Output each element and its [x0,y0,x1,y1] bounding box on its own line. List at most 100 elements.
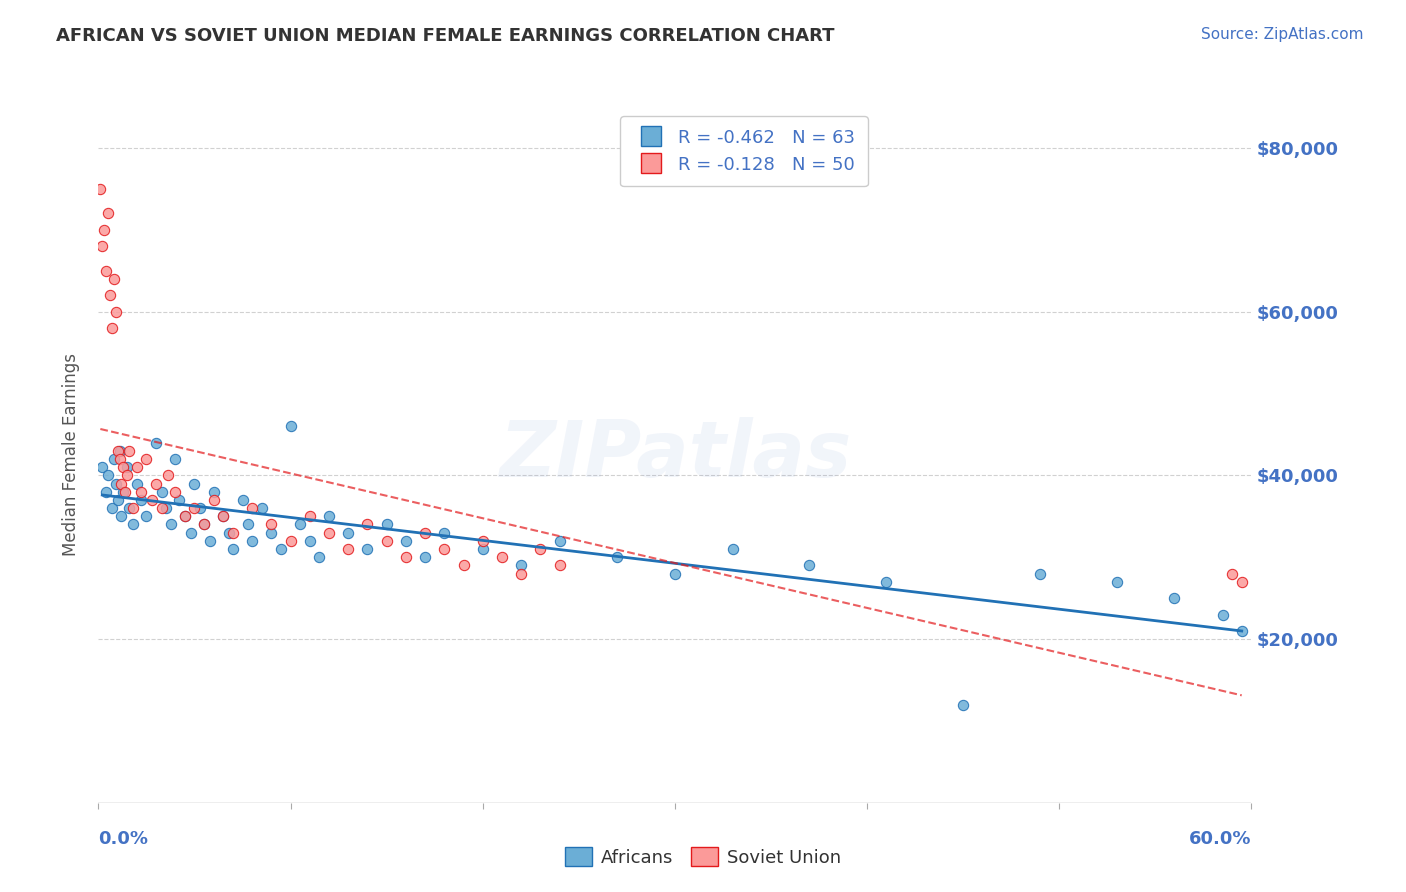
Point [98,288,121,302]
Text: Source: ZipAtlas.com: Source: ZipAtlas.com [1201,27,1364,42]
Point [165,484,187,499]
Point [183,476,205,491]
Point [250,501,273,516]
Point [94,484,117,499]
Point [875,574,897,589]
Point [240,533,263,548]
Point [395,550,418,565]
Point [135,452,157,467]
Point [103,272,125,286]
Text: AFRICAN VS SOVIET UNION MEDIAN FEMALE EARNINGS CORRELATION CHART: AFRICAN VS SOVIET UNION MEDIAN FEMALE EA… [56,27,835,45]
Point [122,501,145,516]
Point [117,468,139,483]
Point [1230,624,1253,638]
Text: 0.0%: 0.0% [98,830,149,847]
Point [141,492,163,507]
Point [413,525,436,540]
Point [337,542,360,557]
Text: ZIPatlas: ZIPatlas [499,417,851,493]
Point [471,533,494,548]
Point [114,484,136,499]
Legend: R = -0.462   N = 63, R = -0.128   N = 50: R = -0.462 N = 63, R = -0.128 N = 50 [620,116,868,186]
Point [471,542,494,557]
Point [101,501,124,516]
Point [298,509,321,524]
Point [298,533,321,548]
Point [104,304,127,318]
Legend: Africans, Soviet Union: Africans, Soviet Union [557,840,849,874]
Point [453,558,475,573]
Point [1230,574,1253,589]
Point [107,492,129,507]
Point [238,517,260,532]
Text: 60.0%: 60.0% [1189,830,1251,847]
Point [167,492,190,507]
Point [202,492,225,507]
Point [108,452,131,467]
Point [103,452,125,467]
Point [260,517,283,532]
Point [280,419,302,434]
Point [308,550,330,565]
Point [150,501,173,516]
Point [125,476,148,491]
Point [91,460,114,475]
Point [664,566,686,581]
Point [117,460,139,475]
Point [174,509,197,524]
Point [510,558,533,573]
Point [198,533,221,548]
Point [101,321,124,335]
Point [104,476,127,491]
Point [93,223,115,237]
Point [129,484,152,499]
Point [94,264,117,278]
Point [160,517,183,532]
Point [118,501,141,516]
Point [799,558,821,573]
Point [125,460,148,475]
Point [375,517,398,532]
Point [280,533,302,548]
Point [129,492,152,507]
Point [202,484,225,499]
Point [413,550,436,565]
Point [1105,574,1128,589]
Point [318,525,340,540]
Y-axis label: Median Female Earnings: Median Female Earnings [62,353,80,557]
Point [606,550,628,565]
Point [356,517,378,532]
Point [110,509,132,524]
Point [952,698,974,712]
Point [337,525,360,540]
Point [721,542,744,557]
Point [165,452,187,467]
Point [108,443,131,458]
Point [89,182,111,196]
Point [395,533,418,548]
Point [356,542,378,557]
Point [510,566,533,581]
Point [150,484,173,499]
Point [240,501,263,516]
Point [548,558,571,573]
Point [260,525,283,540]
Point [212,509,235,524]
Point [145,435,167,450]
Point [107,443,129,458]
Point [193,517,215,532]
Point [1211,607,1234,622]
Point [188,501,211,516]
Point [222,542,245,557]
Point [135,509,157,524]
Point [1220,566,1243,581]
Point [193,517,215,532]
Point [231,492,254,507]
Point [118,443,141,458]
Point [183,501,205,516]
Point [433,542,456,557]
Point [218,525,240,540]
Point [122,517,145,532]
Point [112,484,135,499]
Point [318,509,340,524]
